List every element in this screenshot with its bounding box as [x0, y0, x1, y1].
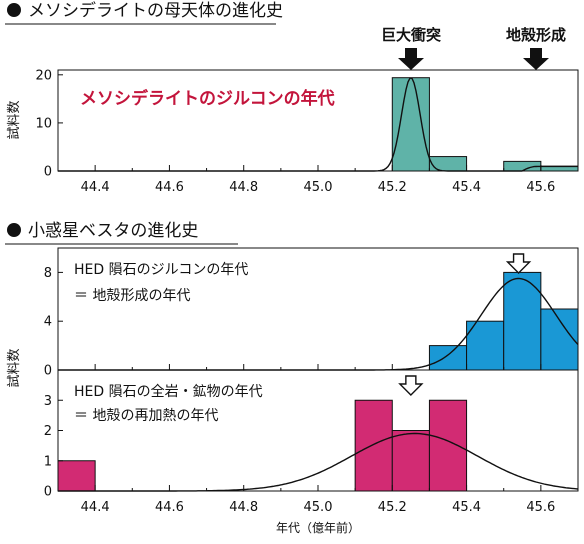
- histogram-bar-2: [354, 399, 393, 492]
- histogram-bar-2: [428, 156, 468, 172]
- y-tick-label: 4: [44, 315, 52, 330]
- x-tick-label: 45.4: [452, 180, 481, 195]
- plot-frame: [57, 69, 579, 172]
- event-label-crust-formation: 地殻形成: [506, 26, 566, 44]
- histogram-bar-4: [540, 308, 579, 371]
- x-tick-label: 45.0: [304, 500, 333, 515]
- chart-hed-wholerock: 0 1 2 3 44.4 44.6 44.8 45.0 45.2 45.4 45.6 HED 隕石の…: [44, 369, 579, 535]
- y-tick-label: 0: [44, 485, 52, 500]
- histogram-bar-1: [428, 345, 468, 371]
- x-tick-label: 45.4: [452, 500, 481, 515]
- chart-meso-zircon: 0 10 20 44.4 44.6 44.8 45.0 45.2 45.4 45.6 メソシデライ…: [6, 68, 579, 195]
- peak-marker-arrow: [505, 253, 532, 274]
- y-tick-label: 0: [44, 364, 52, 379]
- section1-title: メソシデライトの母天体の進化史: [28, 0, 283, 21]
- x-tick-label: 44.6: [155, 500, 184, 515]
- section2-bullet: [7, 223, 21, 237]
- event-arrow-giant-impact: [398, 48, 424, 70]
- x-tick-label: 45.6: [526, 500, 555, 515]
- chart-annotation-line1: HED 隕石のジルコンの年代: [74, 262, 248, 278]
- section1-bullet: [7, 3, 21, 17]
- histogram-bar-1: [57, 460, 96, 492]
- histogram-bar-3: [391, 430, 430, 492]
- section2-title: 小惑星ベスタの進化史: [28, 221, 198, 241]
- x-tick-label: 45.2: [378, 500, 407, 515]
- chart-annotation: メソシデライトのジルコンの年代: [80, 88, 335, 109]
- x-tick-label: 44.8: [229, 180, 258, 195]
- chart-hed-zircon: 0 4 8 HED 隕石のジルコンの年代 ＝ 地殻形成の年代: [44, 247, 579, 379]
- x-tick-label: 45.2: [378, 180, 407, 195]
- y-tick-label: 1: [44, 454, 52, 469]
- chart-annotation-line2: ＝ 地殻の再加熱の年代: [74, 408, 218, 424]
- x-tick-label: 44.4: [81, 180, 110, 195]
- x-tick-label: 44.8: [229, 500, 258, 515]
- histogram-bar-3: [503, 271, 542, 371]
- y-tick-label: 8: [44, 266, 52, 281]
- histogram-bar-2: [466, 320, 505, 371]
- x-tick-label: 44.6: [155, 180, 184, 195]
- chart-annotation-line1: HED 隕石の全岩・鉱物の年代: [74, 383, 263, 400]
- fit-curve: [58, 432, 579, 492]
- peak-marker-arrow: [398, 375, 424, 396]
- y-tick-label: 20: [35, 68, 52, 83]
- y-tick-label: 3: [44, 394, 52, 409]
- y-tick-label: 0: [44, 165, 52, 180]
- x-tick-label: 45.0: [304, 180, 333, 195]
- x-axis-label: 年代（億年前）: [276, 520, 360, 535]
- event-arrow-crust-formation: [523, 48, 549, 70]
- y-tick-label: 10: [35, 116, 52, 131]
- histogram-bar-1: [391, 77, 430, 172]
- x-tick-label: 44.4: [81, 500, 110, 515]
- histogram-bar-4: [428, 399, 468, 492]
- x-tick-label: 45.6: [526, 180, 555, 195]
- chart-annotation-line2: ＝ 地殻形成の年代: [74, 288, 190, 304]
- event-label-giant-impact: 巨大衝突: [381, 26, 441, 44]
- y-tick-label: 2: [44, 424, 52, 439]
- y-axis-label: 試料数: [6, 100, 22, 139]
- y-axis-label-lower: 試料数: [6, 348, 22, 387]
